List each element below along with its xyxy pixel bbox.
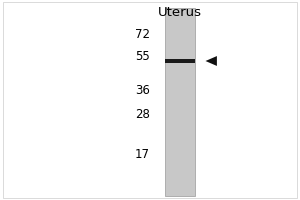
Bar (165, 8, 195, 196)
Polygon shape (206, 56, 217, 66)
Text: 55: 55 (135, 50, 150, 64)
Text: 17: 17 (135, 148, 150, 162)
Text: Uterus: Uterus (158, 6, 202, 19)
Text: 36: 36 (135, 84, 150, 98)
Text: 28: 28 (135, 108, 150, 121)
Bar (165, 59, 195, 63)
Text: 72: 72 (135, 28, 150, 42)
